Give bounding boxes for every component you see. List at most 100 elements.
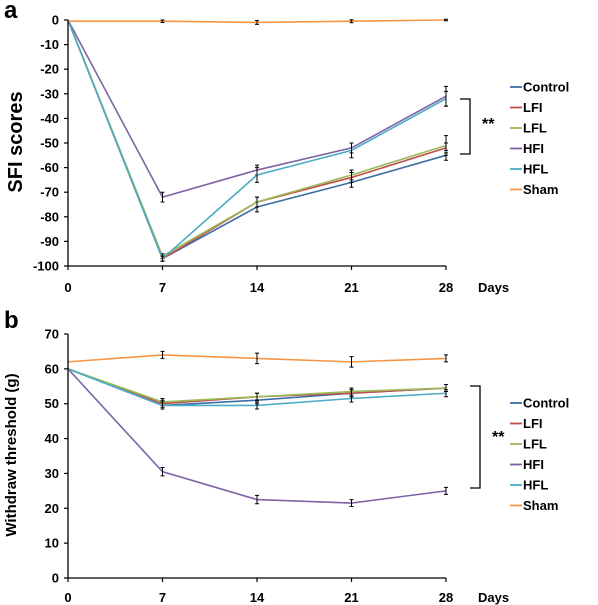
legend-label: LFI bbox=[523, 100, 543, 115]
series-line bbox=[67, 19, 447, 258]
y-tick-label: 50 bbox=[45, 396, 59, 411]
panel-b-significance-bracket bbox=[470, 385, 481, 489]
error-bar bbox=[160, 401, 165, 410]
y-tick-label: -50 bbox=[40, 136, 59, 151]
y-tick-label: 0 bbox=[52, 13, 59, 28]
error-bar bbox=[255, 196, 259, 208]
error-bar bbox=[160, 255, 165, 262]
error-bar bbox=[444, 135, 448, 156]
legend-label: HFI bbox=[523, 141, 544, 156]
series-line bbox=[67, 19, 447, 260]
x-tick-label: 14 bbox=[250, 590, 265, 605]
legend-label: HFL bbox=[523, 162, 548, 177]
y-tick-label: 10 bbox=[45, 536, 59, 551]
panel-a-y-ticks: 0 -10 -20 -30 -40 -50 -60 -70 -80 -90 -100 bbox=[33, 13, 68, 274]
error-bar bbox=[255, 494, 259, 505]
series-sham bbox=[68, 18, 448, 25]
error-bar bbox=[255, 19, 259, 25]
series-hfl bbox=[67, 368, 448, 410]
y-tick-label: -90 bbox=[40, 234, 59, 249]
series-line bbox=[67, 19, 447, 260]
series-sham bbox=[67, 350, 448, 368]
x-tick-label: 28 bbox=[439, 280, 453, 295]
y-tick-label: -30 bbox=[40, 86, 59, 101]
error-bar bbox=[349, 19, 354, 24]
legend-item-lfl: LFL bbox=[510, 121, 547, 136]
panel-a-significance-label: ** bbox=[482, 116, 495, 133]
panel-a-letter: a bbox=[4, 0, 18, 24]
legend-item-hfi: HFI bbox=[510, 457, 544, 472]
series-lfl bbox=[67, 19, 448, 260]
legend-item-lfi: LFI bbox=[510, 416, 543, 431]
error-bar bbox=[444, 90, 448, 107]
legend-item-control: Control bbox=[510, 80, 569, 95]
y-tick-label: 0 bbox=[52, 571, 59, 586]
panel-b-series bbox=[67, 350, 448, 508]
series-lfi bbox=[67, 19, 448, 262]
legend-item-hfi: HFI bbox=[510, 141, 544, 156]
error-bar bbox=[444, 354, 448, 363]
error-bar bbox=[349, 142, 354, 159]
panel-a-series bbox=[67, 18, 448, 262]
y-tick-label: -80 bbox=[40, 209, 59, 224]
y-tick-label: 40 bbox=[45, 431, 59, 446]
panel-b-x-ticks: 0 7 14 21 28 bbox=[64, 578, 453, 605]
error-bar bbox=[349, 499, 354, 508]
legend-item-hfl: HFL bbox=[510, 478, 548, 493]
legend-label: Sham bbox=[523, 498, 558, 513]
series-line bbox=[67, 19, 447, 260]
legend-item-control: Control bbox=[510, 396, 569, 411]
x-tick-label: 14 bbox=[250, 280, 265, 295]
x-tick-label: 0 bbox=[64, 280, 71, 295]
legend-label: HFL bbox=[523, 478, 548, 493]
y-tick-label: 30 bbox=[45, 466, 59, 481]
legend-label: Control bbox=[523, 80, 569, 95]
panel-a-significance-bracket bbox=[460, 98, 471, 155]
x-tick-label: 7 bbox=[159, 280, 166, 295]
x-tick-label: 28 bbox=[439, 590, 453, 605]
error-bar bbox=[160, 191, 165, 203]
panel-b-legend: Control LFI LFL HFI HFL Sham bbox=[510, 396, 569, 513]
legend-label: HFI bbox=[523, 457, 544, 472]
legend-label: LFI bbox=[523, 416, 543, 431]
legend-label: LFL bbox=[523, 121, 547, 136]
error-bar bbox=[160, 19, 165, 23]
error-bar bbox=[444, 18, 448, 22]
series-hfi bbox=[67, 368, 448, 508]
error-bar bbox=[255, 352, 259, 365]
y-tick-label: -60 bbox=[40, 160, 59, 175]
error-bar bbox=[160, 350, 165, 359]
y-tick-label: 70 bbox=[45, 327, 59, 342]
y-tick-label: -20 bbox=[40, 62, 59, 77]
y-tick-label: -10 bbox=[40, 37, 59, 52]
panel-b-letter: b bbox=[4, 307, 19, 334]
y-tick-label: 60 bbox=[45, 361, 59, 376]
panel-b-axes bbox=[67, 334, 446, 579]
error-bar bbox=[444, 389, 448, 398]
error-bar bbox=[255, 392, 259, 401]
x-tick-label: 21 bbox=[344, 590, 358, 605]
legend-item-lfi: LFI bbox=[510, 100, 543, 115]
panel-a: a SFI scores 0 -10 -20 -30 -40 -50 -60 -70 -80 -9… bbox=[4, 0, 569, 295]
legend-label: Control bbox=[523, 396, 569, 411]
panel-b-x-axis-label: Days bbox=[478, 590, 509, 605]
panel-a-legend: Control LFI LFL HFI HFL Sham bbox=[510, 80, 569, 197]
panel-a-x-axis-label: Days bbox=[478, 280, 509, 295]
series-lfl bbox=[67, 368, 448, 406]
y-tick-label: -100 bbox=[33, 259, 59, 274]
x-tick-label: 0 bbox=[64, 590, 71, 605]
legend-label: Sham bbox=[523, 182, 558, 197]
error-bar bbox=[349, 356, 354, 368]
legend-item-lfl: LFL bbox=[510, 437, 547, 452]
error-bar bbox=[444, 486, 448, 495]
series-control bbox=[67, 19, 448, 262]
error-bar bbox=[349, 169, 354, 181]
error-bar bbox=[255, 167, 259, 183]
y-tick-label: -40 bbox=[40, 111, 59, 126]
legend-item-sham: Sham bbox=[510, 182, 558, 197]
legend-item-sham: Sham bbox=[510, 498, 558, 513]
series-hfl bbox=[67, 19, 448, 262]
x-tick-label: 7 bbox=[159, 590, 166, 605]
panel-b-y-ticks: 0 10 20 30 40 50 60 70 bbox=[45, 327, 68, 586]
